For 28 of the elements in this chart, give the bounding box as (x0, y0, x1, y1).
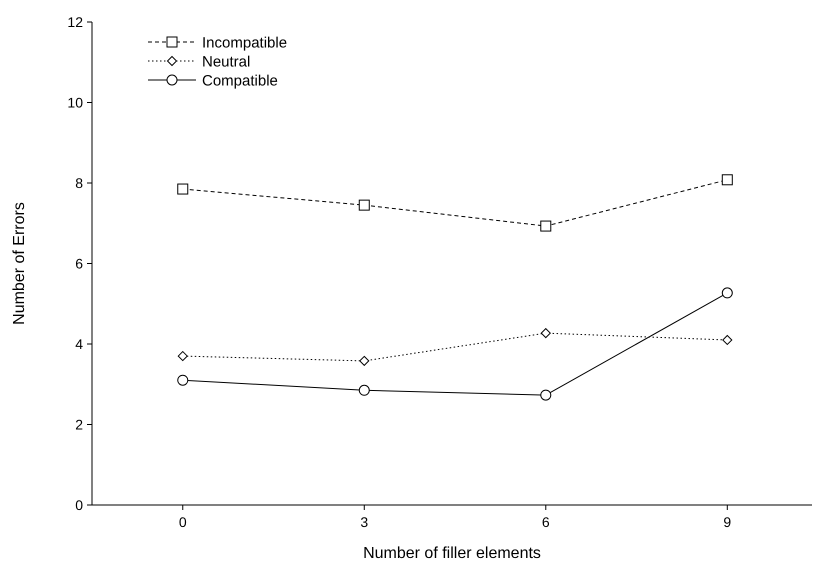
point (358, 384, 370, 396)
legend-label: Compatible (202, 72, 278, 90)
legend-label: Incompatible (202, 34, 288, 52)
point (540, 328, 551, 338)
point (722, 174, 733, 186)
y-tick-label: 4 (75, 336, 84, 352)
y-axis-title: Number of Errors (11, 202, 28, 325)
point (177, 374, 188, 386)
x-tick-label: 6 (542, 514, 550, 530)
y-tick-label: 6 (75, 255, 84, 272)
x-tick-label: 9 (723, 514, 732, 530)
point (358, 200, 370, 211)
point (178, 351, 188, 362)
y-tick-label: 8 (75, 174, 84, 191)
y-tick-label: 2 (75, 416, 84, 432)
legend-label: Neutral (202, 53, 250, 70)
x-axis-title: Number of filler elements (363, 545, 541, 562)
x-tick-label: 3 (360, 514, 368, 530)
point (722, 334, 732, 345)
y-tick-label: 10 (67, 94, 84, 110)
y-tick-label: 12 (67, 14, 84, 30)
x-tick-label: 0 (178, 514, 187, 530)
y-tick-label: 0 (75, 496, 84, 513)
point (359, 356, 370, 366)
point (540, 220, 552, 232)
point (177, 184, 188, 195)
point (722, 287, 733, 298)
point (540, 390, 552, 401)
